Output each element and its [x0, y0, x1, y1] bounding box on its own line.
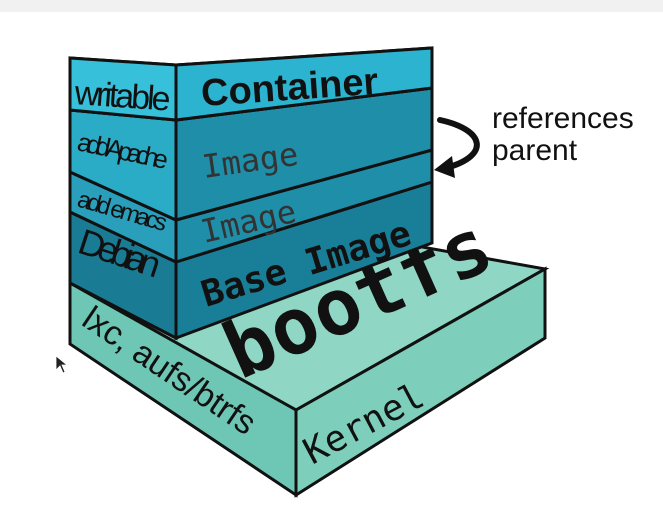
top-strip: [0, 0, 663, 12]
annotation-line1: references: [492, 102, 634, 135]
arrowhead-icon: [434, 156, 455, 178]
container-side-label: writable: [72, 74, 171, 119]
references-parent-annotation: references parent: [434, 102, 634, 178]
container-front-face: [174, 46, 434, 122]
annotation-line2: parent: [492, 134, 578, 167]
kernel-layer: lxc, aufs/btrfs Kernel bootfs: [68, 201, 550, 498]
image-apache-layer: add Apache Image: [68, 86, 434, 223]
curved-arrow-icon: [437, 117, 480, 171]
container-layer: writable Container: [68, 46, 434, 122]
kernel-front-face: [294, 266, 547, 498]
